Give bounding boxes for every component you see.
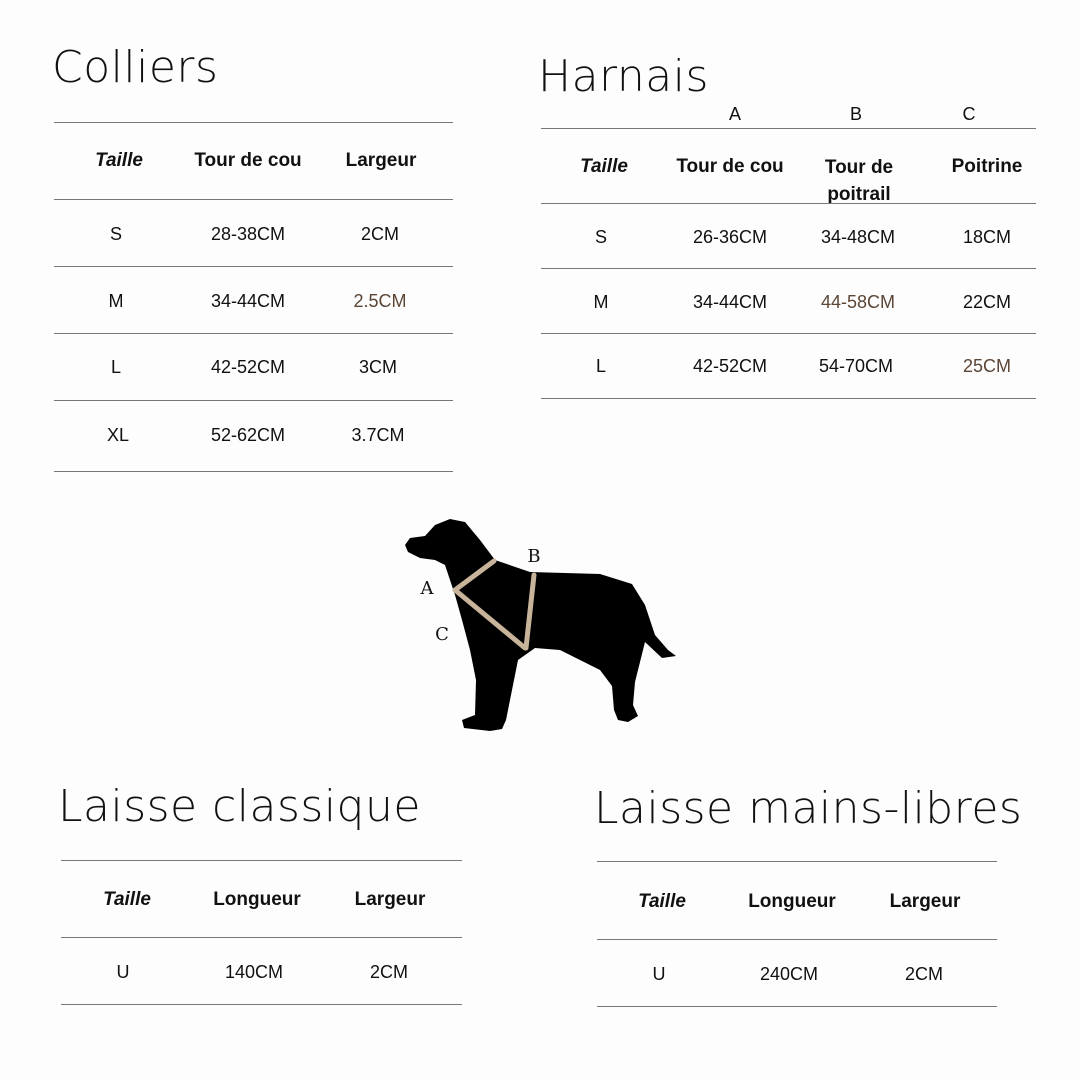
colliers-title: Colliers bbox=[52, 42, 219, 93]
header-tour-de-poitrail: Tour de poitrail bbox=[824, 157, 894, 205]
divider bbox=[597, 861, 997, 862]
label-c: C bbox=[435, 624, 449, 645]
width: 3CM bbox=[358, 357, 398, 377]
letter-c: C bbox=[962, 104, 976, 124]
neck: 34-44CM bbox=[210, 291, 286, 311]
divider bbox=[597, 939, 997, 940]
width: 2CM bbox=[904, 964, 944, 984]
divider bbox=[61, 860, 462, 861]
size: XL bbox=[106, 425, 130, 445]
width: 3.7CM bbox=[351, 425, 405, 445]
size: S bbox=[109, 224, 123, 244]
letter-b: B bbox=[849, 104, 863, 124]
header-taille: Taille bbox=[638, 891, 686, 912]
size: L bbox=[595, 356, 607, 376]
header-largeur: Largeur bbox=[354, 889, 426, 910]
harnais-title: Harnais bbox=[538, 51, 709, 102]
size: U bbox=[652, 964, 666, 984]
chest: 25CM bbox=[962, 356, 1012, 376]
header-largeur: Largeur bbox=[345, 150, 417, 171]
divider bbox=[54, 266, 453, 267]
header-longueur: Longueur bbox=[213, 889, 301, 910]
divider bbox=[541, 398, 1036, 399]
chest-girth: 44-58CM bbox=[820, 292, 896, 312]
dog-silhouette-icon bbox=[405, 519, 676, 731]
divider bbox=[541, 128, 1036, 129]
divider bbox=[61, 1004, 462, 1005]
divider bbox=[541, 268, 1036, 269]
divider bbox=[54, 400, 453, 401]
size: L bbox=[110, 357, 122, 377]
chest: 22CM bbox=[962, 292, 1012, 312]
size: M bbox=[593, 292, 609, 312]
letter-a: A bbox=[728, 104, 742, 124]
width: 2CM bbox=[369, 962, 409, 982]
neck: 28-38CM bbox=[210, 224, 286, 244]
divider bbox=[54, 199, 453, 200]
neck: 52-62CM bbox=[210, 425, 286, 445]
label-b: B bbox=[527, 546, 541, 567]
length: 240CM bbox=[759, 964, 819, 984]
size: S bbox=[594, 227, 608, 247]
header-poitrine: Poitrine bbox=[951, 156, 1023, 177]
label-a: A bbox=[420, 578, 434, 599]
width: 2CM bbox=[360, 224, 400, 244]
laisse-classique-title: Laisse classique bbox=[58, 781, 421, 832]
divider bbox=[541, 333, 1036, 334]
header-taille: Taille bbox=[95, 150, 143, 171]
laisse-mains-libres-title: Laisse mains-libres bbox=[594, 783, 1023, 834]
divider bbox=[61, 937, 462, 938]
divider bbox=[54, 471, 453, 472]
neck: 34-44CM bbox=[692, 292, 768, 312]
neck: 42-52CM bbox=[210, 357, 286, 377]
header-tour-de-cou: Tour de cou bbox=[676, 156, 784, 177]
size: U bbox=[116, 962, 130, 982]
neck: 42-52CM bbox=[692, 356, 768, 376]
chest-girth: 34-48CM bbox=[820, 227, 896, 247]
size: M bbox=[108, 291, 124, 311]
divider bbox=[54, 333, 453, 334]
header-taille: Taille bbox=[580, 156, 628, 177]
divider bbox=[54, 122, 453, 123]
dog-harness-diagram: A B C bbox=[400, 510, 690, 740]
length: 140CM bbox=[224, 962, 284, 982]
divider bbox=[541, 203, 1036, 204]
chest: 18CM bbox=[962, 227, 1012, 247]
header-longueur: Longueur bbox=[748, 891, 836, 912]
header-taille: Taille bbox=[103, 889, 151, 910]
header-tour-de-cou: Tour de cou bbox=[194, 150, 302, 171]
divider bbox=[597, 1006, 997, 1007]
width: 2.5CM bbox=[353, 291, 407, 311]
neck: 26-36CM bbox=[692, 227, 768, 247]
chest-girth: 54-70CM bbox=[818, 356, 894, 376]
header-largeur: Largeur bbox=[889, 891, 961, 912]
